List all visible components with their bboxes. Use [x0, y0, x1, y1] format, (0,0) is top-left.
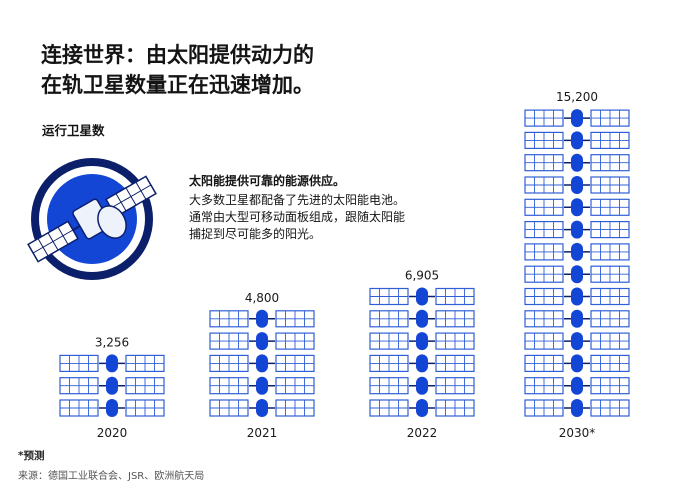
solar-satellite-icon — [524, 376, 630, 395]
solar-satellite-icon — [524, 131, 630, 150]
source-note: 来源：德国工业联合会、JSR、欧洲航天局 — [18, 471, 205, 482]
solar-satellite-icon — [524, 309, 630, 328]
solar-satellite-icon — [209, 376, 315, 395]
annotation-line-3: 捕捉到尽可能多的阳光。 — [189, 227, 322, 241]
solar-satellite-icon — [369, 309, 475, 328]
category-label: 2022 — [407, 426, 438, 440]
pictogram-bars: 3,256 2020 4,800 2021 6,905 2022 15,200 2030* — [59, 90, 630, 440]
category-label: 2030* — [559, 426, 596, 440]
title-line-2: 在轨卫星数量正在迅速增加。 — [41, 73, 314, 97]
solar-satellite-icon — [209, 399, 315, 417]
title-line-1: 连接世界：由太阳提供动力的 — [41, 43, 314, 67]
solar-satellite-icon — [59, 376, 165, 395]
bar-2030: 15,200 2030* — [524, 90, 630, 440]
solar-satellite-icon — [524, 265, 630, 284]
solar-satellite-icon — [524, 176, 630, 194]
solar-satellite-icon — [209, 332, 315, 351]
solar-satellite-icon — [369, 354, 475, 373]
solar-satellite-icon — [524, 109, 630, 128]
solar-satellite-icon — [524, 332, 630, 351]
solar-satellite-icon — [369, 399, 475, 417]
solar-satellite-icon — [59, 399, 165, 417]
solar-satellite-icon — [369, 376, 475, 395]
satellite-icon-dish — [97, 205, 127, 239]
chart-title: 连接世界：由太阳提供动力的 在轨卫星数量正在迅速增加。 — [41, 40, 314, 100]
annotation: 太阳能提供可靠的能源供应。 大多数卫星都配备了先进的太阳能电池。 通常由大型可移… — [189, 173, 405, 243]
solar-satellite-icon — [209, 354, 315, 373]
solar-satellite-icon — [524, 399, 630, 417]
solar-satellite-icon — [524, 220, 630, 239]
solar-satellite-icon — [524, 354, 630, 373]
value-label: 4,800 — [245, 291, 279, 305]
annotation-heading: 太阳能提供可靠的能源供应。 — [189, 174, 346, 188]
solar-satellite-icon — [59, 354, 165, 373]
bar-2021: 4,800 2021 — [209, 291, 315, 440]
y-axis-label: 运行卫星数 — [42, 123, 105, 138]
category-label: 2020 — [97, 426, 128, 440]
solar-satellite-icon — [369, 332, 475, 351]
solar-satellite-icon — [524, 198, 630, 217]
bar-2020: 3,256 2020 — [59, 335, 165, 440]
value-label: 15,200 — [556, 90, 598, 104]
satellite-icon — [27, 158, 157, 280]
footnote: *预测 — [18, 450, 45, 462]
bar-2022: 6,905 2022 — [369, 269, 475, 440]
category-label: 2021 — [247, 426, 278, 440]
solar-satellite-icon — [524, 242, 630, 261]
value-label: 6,905 — [405, 269, 439, 283]
solar-satellite-icon — [524, 287, 630, 306]
solar-satellite-icon — [209, 309, 315, 328]
annotation-line-2: 通常由大型可移动面板组成，跟随太阳能 — [189, 210, 406, 224]
annotation-line-1: 大多数卫星都配备了先进的太阳能电池。 — [189, 193, 406, 207]
solar-satellite-icon — [524, 153, 630, 172]
solar-satellite-icon — [369, 287, 475, 306]
value-label: 3,256 — [95, 335, 129, 349]
